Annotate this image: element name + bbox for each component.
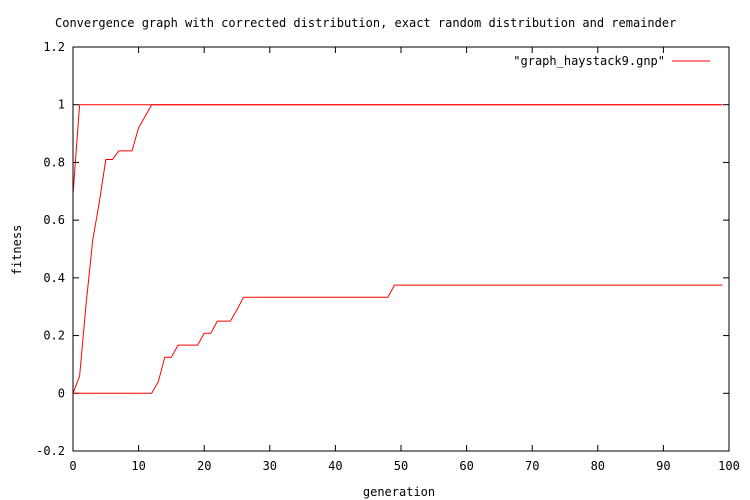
plot-border [72,46,730,452]
x-tick-label: 30 [263,459,277,473]
y-tick-label: 0 [58,386,65,400]
x-tick-label: 10 [131,459,145,473]
x-tick-label: 20 [197,459,211,473]
x-axis-ticks: 0 10 20 30 40 50 60 70 80 90 100 [69,47,740,473]
x-tick-label: 100 [718,459,740,473]
y-tick-label: 1.2 [43,40,65,54]
x-tick-label: 90 [656,459,670,473]
series-line-3 [73,284,723,394]
x-tick-label: 60 [459,459,473,473]
y-tick-label: 0.4 [43,271,65,285]
series-lines [72,104,723,394]
legend-label: "graph_haystack9.gnp" [513,54,665,68]
x-tick-label: 70 [525,459,539,473]
x-axis-label: generation [363,485,435,499]
x-tick-label: 0 [69,459,76,473]
y-tick-label: -0.2 [36,444,65,458]
y-tick-label: 0.8 [43,155,65,169]
x-tick-label: 40 [328,459,342,473]
x-tick-label: 50 [394,459,408,473]
y-axis-label: fitness [10,225,24,276]
x-tick-label: 80 [591,459,605,473]
series-line-1 [72,104,723,195]
chart-title: Convergence graph with corrected distrib… [55,16,676,30]
y-axis-ticks: -0.2 0 0.2 0.4 0.6 0.8 1 1.2 [36,40,729,458]
y-tick-label: 0.2 [43,329,65,343]
y-tick-label: 0.6 [43,213,65,227]
y-tick-label: 1 [58,98,65,112]
series-line-2 [72,104,723,394]
